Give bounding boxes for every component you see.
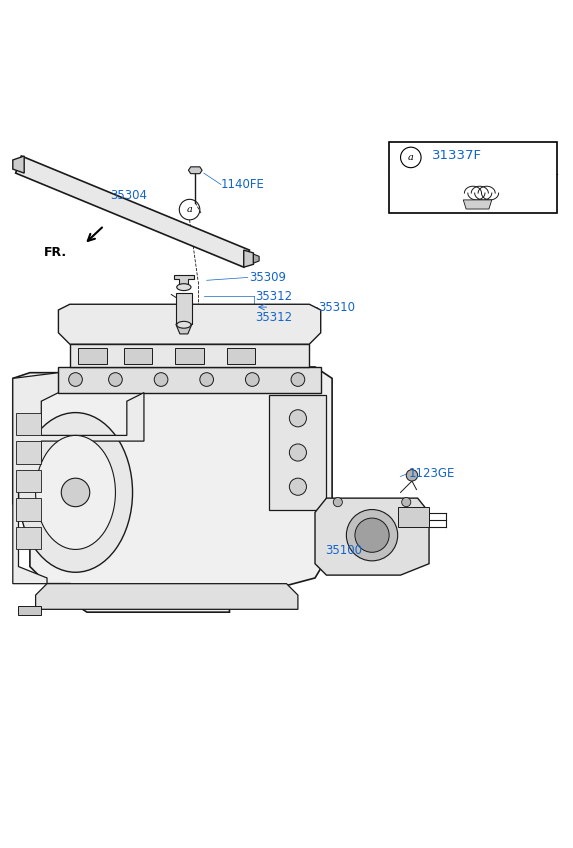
Bar: [70, 344, 309, 367]
Circle shape: [245, 372, 259, 387]
Circle shape: [333, 498, 343, 507]
Bar: [269, 395, 327, 510]
Text: 35312: 35312: [255, 311, 292, 325]
Ellipse shape: [176, 284, 191, 291]
Circle shape: [406, 470, 418, 481]
Bar: [176, 293, 192, 324]
Polygon shape: [176, 324, 192, 334]
Circle shape: [291, 372, 305, 387]
Text: a: a: [187, 205, 193, 214]
Circle shape: [346, 510, 398, 561]
Text: a: a: [408, 153, 414, 162]
Polygon shape: [13, 372, 144, 583]
Polygon shape: [58, 304, 321, 344]
Circle shape: [289, 478, 307, 495]
Circle shape: [109, 372, 122, 387]
Polygon shape: [253, 254, 259, 263]
Ellipse shape: [176, 321, 191, 328]
Text: 35100: 35100: [325, 544, 362, 557]
Polygon shape: [15, 156, 249, 267]
Polygon shape: [463, 200, 492, 209]
Bar: [15, 441, 41, 464]
Circle shape: [402, 498, 411, 507]
Circle shape: [289, 410, 307, 427]
Circle shape: [61, 478, 90, 507]
Text: 35312: 35312: [255, 290, 292, 303]
Bar: [227, 349, 255, 364]
Bar: [124, 349, 152, 364]
Bar: [58, 367, 321, 393]
Bar: [175, 349, 204, 364]
Polygon shape: [315, 498, 429, 575]
Bar: [15, 498, 41, 521]
Polygon shape: [36, 583, 298, 610]
Bar: [398, 507, 429, 527]
Bar: [389, 142, 558, 213]
Polygon shape: [174, 275, 194, 284]
Bar: [15, 527, 41, 550]
Circle shape: [200, 372, 214, 387]
Text: FR.: FR.: [44, 247, 67, 259]
Polygon shape: [244, 250, 253, 267]
Text: 35310: 35310: [318, 300, 355, 314]
Ellipse shape: [18, 413, 132, 572]
Polygon shape: [13, 367, 332, 612]
Circle shape: [154, 372, 168, 387]
Bar: [79, 349, 107, 364]
Ellipse shape: [36, 435, 115, 550]
Bar: [18, 606, 41, 615]
Polygon shape: [13, 156, 24, 173]
Text: 35304: 35304: [110, 189, 147, 203]
Bar: [15, 470, 41, 493]
Text: 1123GE: 1123GE: [409, 467, 456, 480]
Bar: [15, 413, 41, 435]
Polygon shape: [189, 167, 202, 174]
Circle shape: [69, 372, 83, 387]
Text: 31337F: 31337F: [432, 149, 482, 163]
Circle shape: [289, 444, 307, 461]
Circle shape: [355, 518, 389, 552]
Text: 35309: 35309: [249, 271, 286, 284]
Text: 1140FE: 1140FE: [221, 178, 265, 191]
